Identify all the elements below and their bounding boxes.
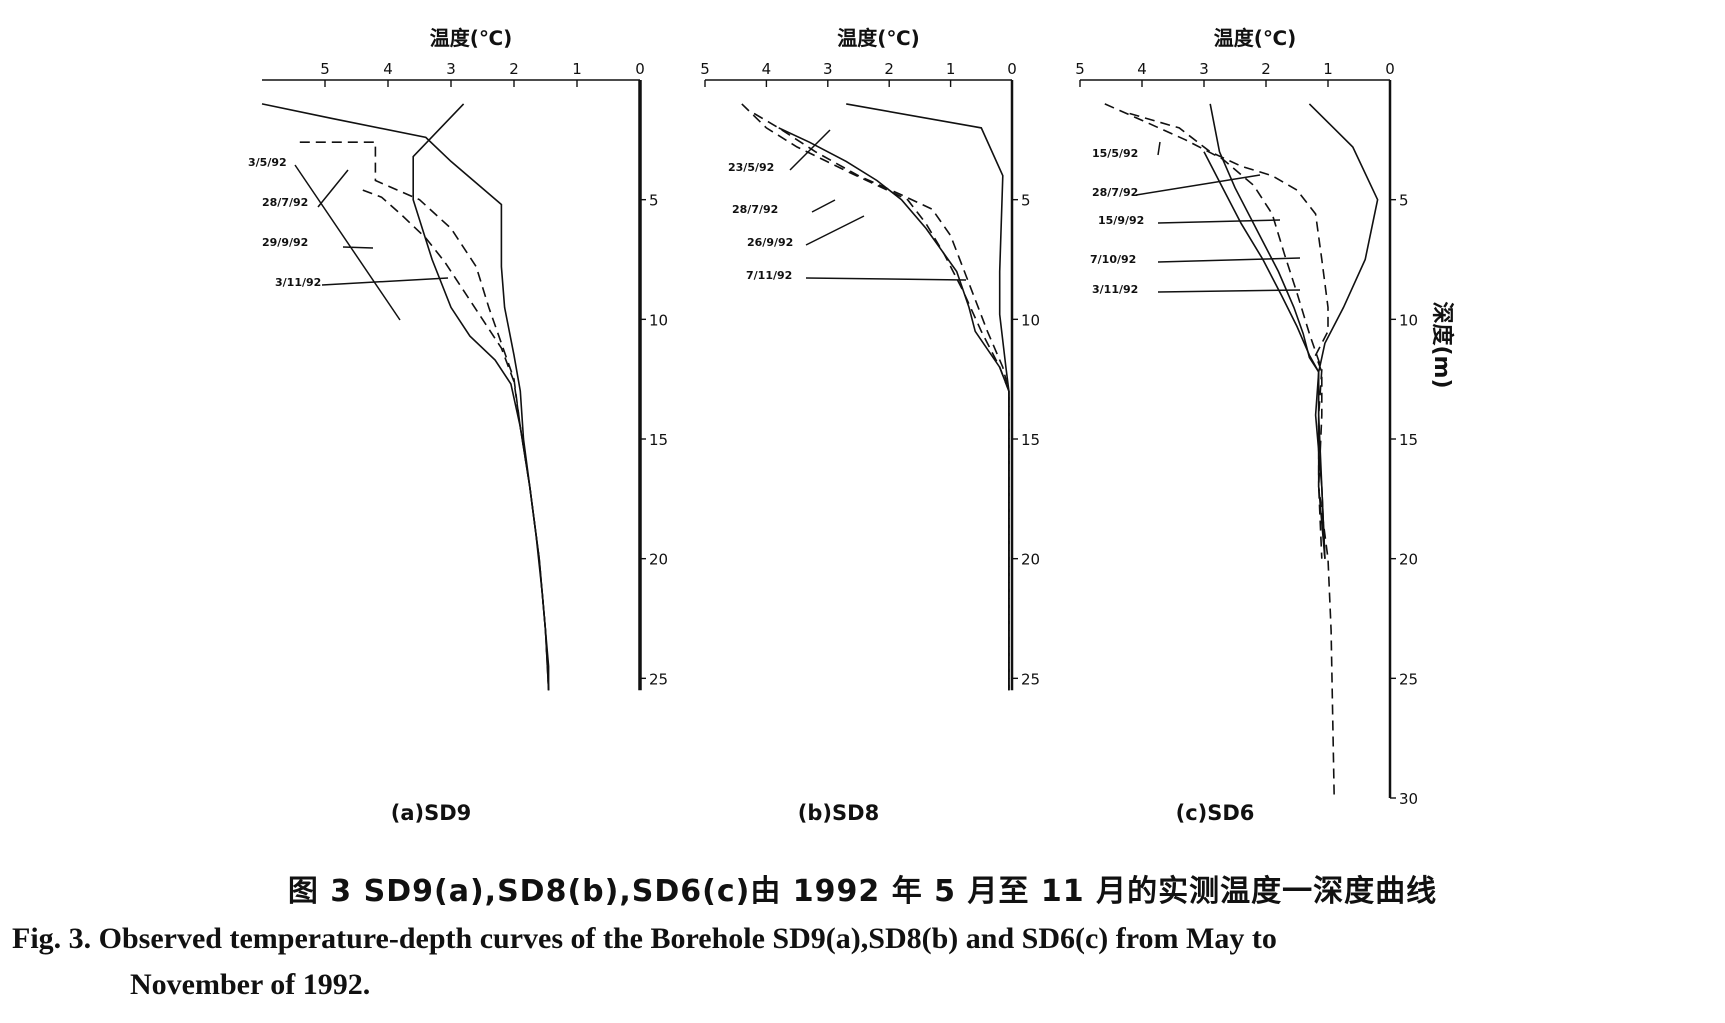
annotation-leader <box>805 277 967 281</box>
annotation-label: 15/9/92 <box>1098 214 1144 227</box>
series-line-26-9-92 <box>778 127 1010 691</box>
annotation-leader <box>342 246 374 249</box>
caption-chinese: 图 3 SD9(a),SD8(b),SD6(c)由 1992 年 5 月至 11… <box>287 874 1438 909</box>
panel-c-sd6: 5 4 3 2 1 0温度(℃)51015202530深度(m)15/5/9228/7/9… <box>1075 26 1455 825</box>
annotation-leader <box>811 199 836 213</box>
annotation-leader <box>1135 174 1261 196</box>
caption-english: Fig. 3. Observed temperature-depth curve… <box>12 916 1725 1008</box>
annotation-leader <box>1157 219 1281 224</box>
annotation-label: 23/5/92 <box>728 161 774 174</box>
temperature-tick-label: 0 <box>635 60 645 78</box>
temperature-axis-title: 温度(℃) <box>837 26 920 50</box>
annotation-label: 15/5/92 <box>1092 147 1138 160</box>
annotation-label: 7/10/92 <box>1090 253 1136 266</box>
caption-english-line2: November of 1992. <box>130 968 371 1001</box>
annotation-leader <box>321 277 449 286</box>
temperature-tick-label: 1 <box>946 60 956 78</box>
depth-tick-label: 25 <box>1399 670 1418 688</box>
temperature-tick-label: 4 <box>762 60 772 78</box>
temperature-tick-label: 2 <box>884 60 894 78</box>
panel-label: (c)SD6 <box>1176 801 1255 825</box>
depth-tick-label: 20 <box>1021 551 1040 569</box>
annotation-label: 7/11/92 <box>746 269 792 282</box>
temperature-tick-label: 5 <box>320 60 330 78</box>
annotation-leader <box>1157 141 1161 156</box>
temperature-tick-label: 0 <box>1007 60 1017 78</box>
annotation-leader <box>789 129 831 171</box>
annotation-label: 3/11/92 <box>275 276 321 289</box>
series-line-28-7-92 <box>1129 112 1329 559</box>
series-line-3-11-92 <box>1308 103 1379 559</box>
depth-tick-label: 20 <box>649 551 668 569</box>
temperature-tick-label: 3 <box>1199 60 1209 78</box>
temperature-tick-label: 5 <box>1075 60 1085 78</box>
temperature-tick-label: 2 <box>509 60 519 78</box>
panel-label: (a)SD9 <box>391 801 472 825</box>
panel-label: (b)SD8 <box>798 801 879 825</box>
temperature-tick-label: 1 <box>1323 60 1333 78</box>
series-line-28-7-92 <box>299 141 550 691</box>
depth-tick-label: 15 <box>649 431 668 449</box>
series-line-7-10-92 <box>1203 151 1326 559</box>
annotation-label: 28/7/92 <box>262 196 308 209</box>
depth-tick-label: 15 <box>1021 431 1040 449</box>
depth-tick-label: 5 <box>649 192 659 210</box>
temperature-tick-label: 3 <box>446 60 456 78</box>
depth-tick-label: 10 <box>1021 311 1040 329</box>
temperature-tick-label: 0 <box>1385 60 1395 78</box>
temperature-tick-label: 4 <box>383 60 393 78</box>
temperature-axis-title: 温度(℃) <box>1214 26 1297 50</box>
annotation-label: 3/5/92 <box>248 156 287 169</box>
temperature-tick-label: 2 <box>1261 60 1271 78</box>
figure-area: 5 4 3 2 1 0温度(℃)5101520253/5/9228/7/9229/9/92… <box>248 26 1455 825</box>
series-line-7-11-92 <box>846 103 1010 691</box>
annotation-leader <box>805 215 865 246</box>
annotation-leader <box>317 169 349 208</box>
depth-tick-label: 10 <box>1399 311 1418 329</box>
series-line-28-7-92 <box>753 112 1010 691</box>
annotation-leader <box>1157 289 1301 293</box>
temperature-tick-label: 3 <box>823 60 833 78</box>
depth-tick-label: 30 <box>1399 790 1418 808</box>
series-line-3-11-92 <box>412 103 550 691</box>
panel-b-sd8: 5 4 3 2 1 0温度(℃)51015202523/5/9228/7/9226/9/9… <box>700 26 1040 825</box>
annotation-leader <box>294 164 401 321</box>
depth-axis-title: 深度(m) <box>1429 301 1455 388</box>
annotation-label: 28/7/92 <box>732 203 778 216</box>
depth-tick-label: 15 <box>1399 431 1418 449</box>
annotation-label: 26/9/92 <box>747 236 793 249</box>
temperature-tick-label: 4 <box>1137 60 1147 78</box>
depth-tick-label: 5 <box>1021 192 1031 210</box>
depth-tick-label: 10 <box>649 311 668 329</box>
depth-tick-label: 25 <box>649 670 668 688</box>
temperature-axis-title: 温度(℃) <box>430 26 513 50</box>
series-line-15-9-92 <box>1209 103 1326 559</box>
annotation-label: 28/7/92 <box>1092 186 1138 199</box>
temperature-tick-label: 1 <box>572 60 582 78</box>
depth-tick-label: 5 <box>1399 192 1409 210</box>
depth-tick-label: 20 <box>1399 551 1418 569</box>
caption-english-line1: Fig. 3. Observed temperature-depth curve… <box>12 922 1277 955</box>
annotation-label: 3/11/92 <box>1092 283 1138 296</box>
series-line-23-5-92 <box>741 103 1010 691</box>
series-line-3-5-92 <box>261 103 550 691</box>
series-line-15-5-92 <box>1104 103 1335 799</box>
series-line-29-9-92 <box>362 189 550 691</box>
panel-a-sd9: 5 4 3 2 1 0温度(℃)5101520253/5/9228/7/9229/9/92… <box>248 26 668 825</box>
annotation-label: 29/9/92 <box>262 236 308 249</box>
annotation-leader <box>1157 257 1301 263</box>
figure-caption: 图 3 SD9(a),SD8(b),SD6(c)由 1992 年 5 月至 11… <box>0 866 1725 1008</box>
temperature-tick-label: 5 <box>700 60 710 78</box>
depth-tick-label: 25 <box>1021 670 1040 688</box>
